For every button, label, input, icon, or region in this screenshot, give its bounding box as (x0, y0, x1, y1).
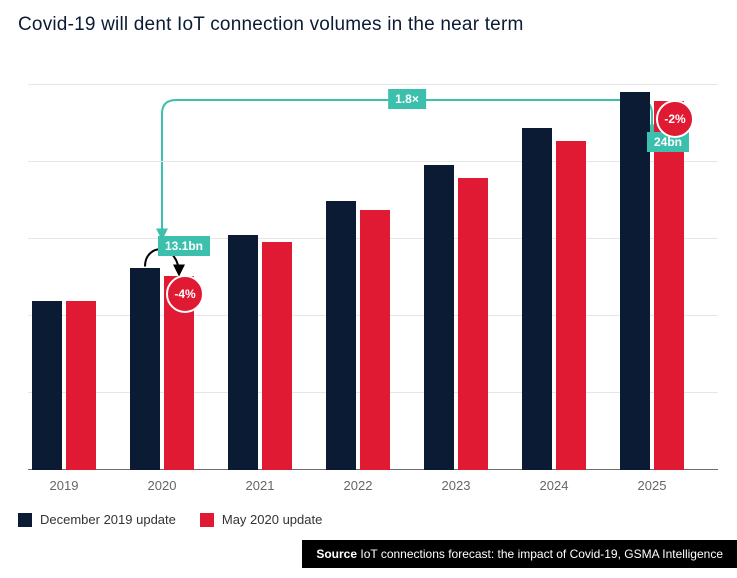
connector-left-label: 13.1bn (158, 236, 210, 256)
bar-may2020 (556, 141, 586, 470)
legend-label: December 2019 update (40, 512, 176, 527)
bar-dec2019 (32, 301, 62, 470)
x-axis-label: 2020 (148, 478, 177, 493)
bar-may2020 (262, 242, 292, 470)
source-bar: Source IoT connections forecast: the imp… (302, 540, 737, 568)
x-axis-label: 2022 (344, 478, 373, 493)
x-axis-label: 2024 (540, 478, 569, 493)
legend: December 2019 update May 2020 update (18, 512, 322, 527)
gridline (28, 84, 718, 85)
bar-dec2019 (522, 128, 552, 470)
legend-swatch (18, 513, 32, 527)
connector-multiplier-label: 1.8× (388, 89, 426, 109)
chart-title: Covid-19 will dent IoT connection volume… (18, 14, 524, 36)
delta-badge: -4% (166, 275, 204, 313)
source-prefix: Source (316, 547, 357, 561)
source-text: IoT connections forecast: the impact of … (357, 547, 723, 561)
legend-item-dec2019: December 2019 update (18, 512, 176, 527)
gridline (28, 161, 718, 162)
x-axis-label: 2019 (50, 478, 79, 493)
bar-chart: 20192020202120222023202420251.8×13.1bn24… (28, 70, 718, 470)
delta-badge: -2% (656, 100, 694, 138)
bar-may2020 (458, 178, 488, 470)
bar-may2020 (66, 301, 96, 470)
bar-may2020 (654, 101, 684, 470)
bar-may2020 (360, 210, 390, 470)
x-axis-label: 2021 (246, 478, 275, 493)
x-axis-label: 2025 (638, 478, 667, 493)
bar-dec2019 (620, 92, 650, 470)
bar-dec2019 (228, 235, 258, 470)
legend-swatch (200, 513, 214, 527)
legend-label: May 2020 update (222, 512, 322, 527)
bar-dec2019 (326, 201, 356, 470)
legend-item-may2020: May 2020 update (200, 512, 322, 527)
bar-dec2019 (424, 165, 454, 470)
x-axis-label: 2023 (442, 478, 471, 493)
bar-dec2019 (130, 268, 160, 470)
